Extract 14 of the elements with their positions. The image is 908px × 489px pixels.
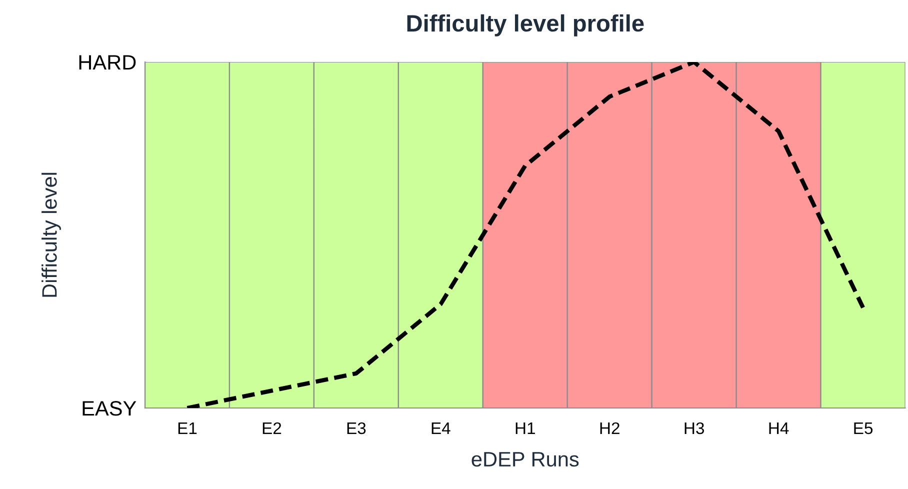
- x-tick-label: H4: [769, 422, 789, 434]
- x-tick-label: H2: [600, 422, 620, 434]
- x-tick-label: E2: [262, 422, 282, 434]
- x-axis-title: eDEP Runs: [472, 452, 579, 467]
- y-axis-title: Difficulty level: [42, 172, 61, 297]
- x-tick-label: E4: [432, 422, 450, 434]
- text: EASY: [82, 401, 136, 416]
- chart-title: Difficulty level profile: [407, 14, 644, 36]
- x-tick-label: H3: [684, 422, 704, 434]
- x-tick-label: E1: [178, 422, 197, 434]
- x-tick-label: E3: [347, 422, 366, 434]
- x-tick-label: E5: [854, 422, 873, 434]
- text: HARD: [79, 55, 136, 70]
- x-tick-label: H1: [516, 422, 535, 434]
